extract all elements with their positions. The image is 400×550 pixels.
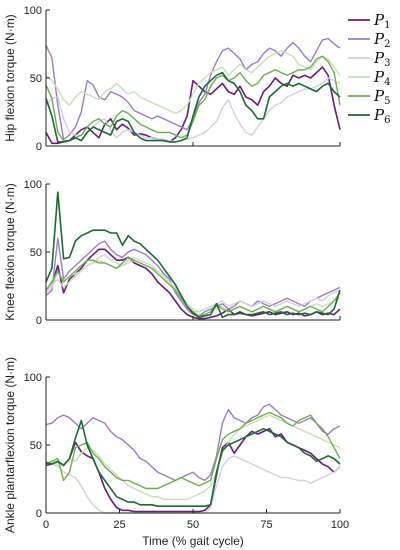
y-axis-label: Ankle plantarflexion torque (N·m) [3,357,17,533]
legend-item-p5: P5 [348,87,390,107]
x-tick-label: 0 [43,519,49,531]
legend-item-p1: P1 [348,11,390,31]
x-axis-label: Time (% gait cycle) [142,534,244,548]
x-tick-label: 50 [187,519,199,531]
series-line-p3 [45,253,341,313]
panel-3: 0 50 100 0 25 50 75 100 Ankle plantarflexion tor… [3,357,349,548]
y-axis-label: Knee flexion torque (N·m) [3,183,17,320]
series-line-p3 [45,455,341,514]
panel-1: 0 50 100 Hip flexion torque (N·m) [3,5,341,153]
x-tick-label: 75 [260,519,272,531]
series-line-p6 [45,419,341,508]
series-line-p6 [45,71,341,143]
series-line-p4 [45,50,341,115]
y-tick-label: 0 [36,315,42,327]
y-tick-label: 50 [30,73,42,85]
legend-label: P5 [373,87,390,107]
y-tick-label: 0 [36,508,42,520]
series-line-p1 [45,66,341,145]
legend-label: P3 [373,49,390,69]
y-tick-label: 100 [24,179,42,191]
y-tick-label: 100 [24,5,42,17]
panel-2: 0 50 100 Knee flexion torque (N·m) [3,179,341,327]
y-tick-label: 100 [24,372,42,384]
legend-item-p3: P3 [348,49,390,69]
legend-item-p6: P6 [348,106,390,126]
legend-label: P6 [373,106,390,126]
legend-label: P1 [373,11,390,31]
series-line-p5 [45,256,341,317]
legend-item-p2: P2 [348,30,390,50]
x-tick-label: 100 [331,519,349,531]
series-line-p6 [45,191,341,319]
legend-label: P4 [373,68,390,88]
legend-label: P2 [373,30,390,50]
y-tick-label: 50 [30,440,42,452]
y-tick-label: 50 [30,247,42,259]
chart-panels: 0 50 100 Hip flexion torque (N·m) 0 50 100 Knee… [3,5,349,548]
x-tick-label: 25 [113,519,125,531]
y-axis-label: Hip flexion torque (N·m) [3,14,17,141]
series-line-p3 [45,77,341,143]
series-line-p1 [45,427,341,513]
series-line-p4 [45,256,341,313]
legend-item-p4: P4 [348,68,390,88]
series-line-p5 [45,55,341,142]
series-line-p2 [45,237,341,317]
series-line-p2 [45,403,341,482]
series-line-p5 [45,411,341,490]
y-tick-label: 0 [36,141,42,153]
